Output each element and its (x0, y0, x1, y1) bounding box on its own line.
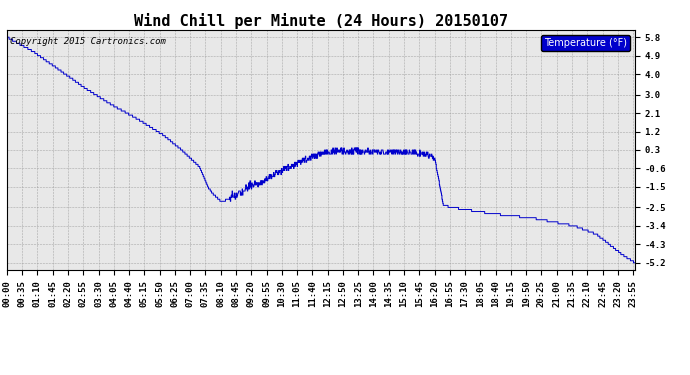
Legend: Temperature (°F): Temperature (°F) (541, 35, 630, 51)
Text: Copyright 2015 Cartronics.com: Copyright 2015 Cartronics.com (10, 37, 166, 46)
Title: Wind Chill per Minute (24 Hours) 20150107: Wind Chill per Minute (24 Hours) 2015010… (134, 13, 508, 29)
